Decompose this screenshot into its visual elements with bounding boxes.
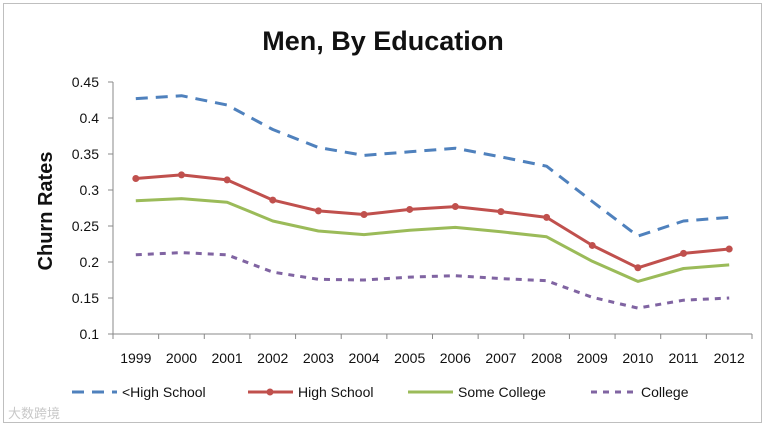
y-tick-label: 0.4 — [80, 110, 100, 126]
x-tick-label: 2003 — [303, 350, 334, 366]
x-tick-label: 2012 — [714, 350, 745, 366]
data-point — [725, 245, 733, 253]
data-point — [588, 241, 596, 249]
data-point — [223, 176, 231, 184]
series-lines — [132, 94, 733, 310]
series-line — [135, 251, 730, 310]
legend: <High School High School Some College Colle… — [72, 384, 689, 400]
series-line — [135, 197, 730, 283]
x-tick-label: 2007 — [485, 350, 516, 366]
data-point — [406, 205, 414, 213]
watermark: 大数跨境 — [8, 406, 61, 421]
y-tick-label: 0.25 — [72, 218, 99, 234]
y-tick-label: 0.35 — [72, 146, 99, 162]
data-point — [360, 210, 368, 218]
data-point — [680, 249, 688, 257]
x-tick-label: 2009 — [577, 350, 608, 366]
data-point — [634, 264, 642, 272]
y-tick-label: 0.1 — [80, 326, 100, 342]
data-point — [543, 213, 551, 221]
data-point — [497, 208, 505, 216]
data-point — [132, 174, 140, 182]
legend-label: High School — [298, 384, 374, 400]
legend-label: <High School — [122, 384, 206, 400]
y-tick-labels: 0.1 0.15 0.2 0.25 0.3 0.35 0.4 0.45 — [72, 74, 99, 342]
series-line — [135, 173, 730, 270]
legend-label: Some College — [458, 384, 546, 400]
y-tick-label: 0.2 — [80, 254, 100, 270]
x-tick-label: 2008 — [531, 350, 562, 366]
legend-label: College — [641, 384, 689, 400]
legend-marker — [266, 388, 274, 396]
x-tick-label: 2001 — [212, 350, 243, 366]
x-tick-label: 2002 — [257, 350, 288, 366]
data-point — [451, 203, 459, 211]
x-tick-label: 2004 — [348, 350, 379, 366]
x-tick-labels: 1999 2000 2001 2002 2003 2004 2005 2006 2007 2008… — [120, 350, 745, 366]
series-line — [135, 94, 730, 238]
x-tick-label: 2010 — [622, 350, 653, 366]
y-axis-label: Churn Rates — [35, 152, 57, 271]
x-tick-label: 2000 — [166, 350, 197, 366]
y-tick-label: 0.45 — [72, 74, 99, 90]
axes — [108, 81, 753, 339]
data-point — [314, 207, 322, 215]
chart-title: Men, By Education — [262, 26, 504, 56]
x-tick-label: 2011 — [668, 350, 698, 366]
data-point — [177, 171, 185, 179]
x-tick-label: 1999 — [120, 350, 151, 366]
x-tick-label: 2005 — [394, 350, 425, 366]
data-point — [269, 196, 277, 204]
x-tick-label: 2006 — [440, 350, 471, 366]
y-tick-label: 0.3 — [80, 182, 100, 198]
y-tick-label: 0.15 — [72, 290, 99, 306]
